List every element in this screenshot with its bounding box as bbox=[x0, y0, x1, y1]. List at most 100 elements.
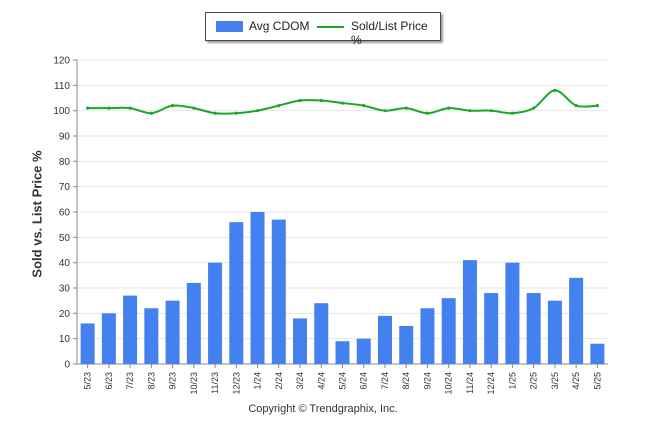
line-point bbox=[510, 111, 515, 115]
line-point bbox=[532, 106, 536, 110]
x-tick-label: 5/25 bbox=[592, 372, 602, 390]
bar bbox=[293, 318, 308, 364]
line-point bbox=[234, 111, 238, 115]
x-tick-label: 8/24 bbox=[401, 372, 411, 390]
line-point bbox=[595, 104, 599, 108]
x-tick-label: 10/23 bbox=[189, 372, 199, 395]
line-point bbox=[340, 101, 345, 105]
bar bbox=[356, 338, 371, 364]
line-point bbox=[553, 88, 557, 92]
x-tick-label: 4/24 bbox=[316, 372, 326, 390]
x-tick-label: 9/24 bbox=[422, 372, 432, 390]
y-tick-label: 30 bbox=[59, 284, 71, 295]
gridlines bbox=[77, 59, 608, 340]
bar bbox=[335, 341, 350, 364]
y-tick-labels: 0 10 20 30 40 50 60 70 80 90 100 110 120 bbox=[53, 56, 70, 371]
bar bbox=[547, 300, 562, 364]
x-tick-label: 4/25 bbox=[571, 372, 581, 390]
line-point bbox=[298, 98, 302, 103]
x-tick-label: 6/24 bbox=[359, 372, 369, 390]
x-tick-label: 1/24 bbox=[253, 372, 263, 390]
y-tick-label: 120 bbox=[53, 56, 70, 67]
x-tick-label: 3/25 bbox=[550, 372, 560, 390]
x-tick-label: 11/24 bbox=[465, 372, 475, 394]
x-tick-label: 8/23 bbox=[146, 372, 156, 390]
bar bbox=[526, 293, 541, 364]
bar bbox=[314, 303, 329, 364]
y-tick-label: 60 bbox=[59, 208, 71, 219]
x-tick-label: 12/23 bbox=[231, 372, 241, 395]
y-tick-label: 40 bbox=[59, 258, 71, 269]
legend-bar-swatch bbox=[216, 21, 243, 32]
y-tick-label: 10 bbox=[59, 334, 71, 345]
bar bbox=[165, 300, 180, 364]
x-tick-label: 12/24 bbox=[486, 372, 496, 395]
line-point bbox=[213, 111, 217, 115]
legend-line-swatch bbox=[317, 26, 344, 28]
bar bbox=[144, 308, 159, 364]
copyright-footer: Copyright © Trendgraphix, Inc. bbox=[248, 403, 398, 415]
bar bbox=[590, 343, 605, 364]
bar bbox=[271, 219, 286, 364]
bar bbox=[420, 308, 435, 364]
line-point bbox=[149, 111, 153, 115]
bar bbox=[229, 222, 244, 364]
line-series bbox=[86, 88, 599, 115]
x-tick-label: 1/25 bbox=[507, 372, 517, 390]
x-tick-label: 5/24 bbox=[338, 372, 348, 390]
bar bbox=[569, 277, 584, 364]
x-tick-label: 7/24 bbox=[380, 372, 390, 390]
bar bbox=[208, 262, 223, 364]
line-point bbox=[447, 106, 451, 110]
y-tick-label: 110 bbox=[54, 81, 70, 92]
x-tick-labels: 5/23 6/23 7/23 8/23 9/23 10/23 11/23 12/23 1/24 2… bbox=[83, 372, 603, 395]
line-point bbox=[107, 106, 111, 110]
x-tick-label: 2/25 bbox=[529, 372, 539, 390]
line-point bbox=[574, 104, 578, 108]
legend-line-label: Sold/List Price % bbox=[351, 19, 428, 47]
bar bbox=[80, 323, 95, 364]
line-point bbox=[362, 104, 366, 108]
line-point bbox=[489, 109, 493, 113]
x-tick-label: 5/23 bbox=[83, 372, 93, 390]
bar bbox=[123, 295, 138, 364]
y-tick-label: 70 bbox=[59, 182, 71, 193]
bar bbox=[377, 315, 392, 364]
bar-series bbox=[80, 212, 605, 364]
bar bbox=[484, 293, 499, 364]
bar bbox=[399, 326, 414, 364]
bar bbox=[101, 313, 116, 364]
legend-bar-label: Avg CDOM bbox=[249, 19, 310, 33]
y-tick-label: 80 bbox=[59, 157, 71, 168]
line-point bbox=[170, 104, 175, 108]
x-tick-label: 10/24 bbox=[444, 372, 454, 395]
line-point bbox=[277, 104, 281, 108]
x-tick-label: 6/23 bbox=[104, 372, 114, 390]
y-tick-label: 50 bbox=[59, 233, 71, 244]
y-tick-label: 0 bbox=[64, 360, 70, 371]
y-tick-label: 20 bbox=[59, 309, 71, 320]
y-tick-label: 90 bbox=[59, 132, 71, 143]
bar bbox=[462, 260, 477, 364]
x-tick-label: 9/23 bbox=[168, 372, 178, 390]
line-point bbox=[128, 106, 132, 110]
bar bbox=[505, 262, 520, 364]
bar bbox=[441, 298, 456, 364]
legend: Avg CDOM Sold/List Price % bbox=[205, 12, 441, 47]
line-point bbox=[86, 106, 90, 110]
bar bbox=[250, 212, 265, 364]
line-point bbox=[425, 111, 430, 115]
y-tick-label: 100 bbox=[53, 106, 70, 117]
x-tick-label: 2/24 bbox=[274, 372, 284, 390]
x-tick-label: 3/24 bbox=[295, 372, 305, 390]
line-point bbox=[468, 109, 472, 113]
line-point bbox=[404, 106, 408, 110]
line-point bbox=[192, 106, 196, 110]
line-point bbox=[383, 109, 387, 113]
line-point bbox=[255, 109, 260, 113]
y-axis-label: Sold vs. List Price % bbox=[29, 150, 45, 278]
x-tick-label: 11/23 bbox=[210, 372, 220, 394]
line-point bbox=[319, 98, 323, 103]
x-tick-label: 7/23 bbox=[125, 372, 135, 390]
